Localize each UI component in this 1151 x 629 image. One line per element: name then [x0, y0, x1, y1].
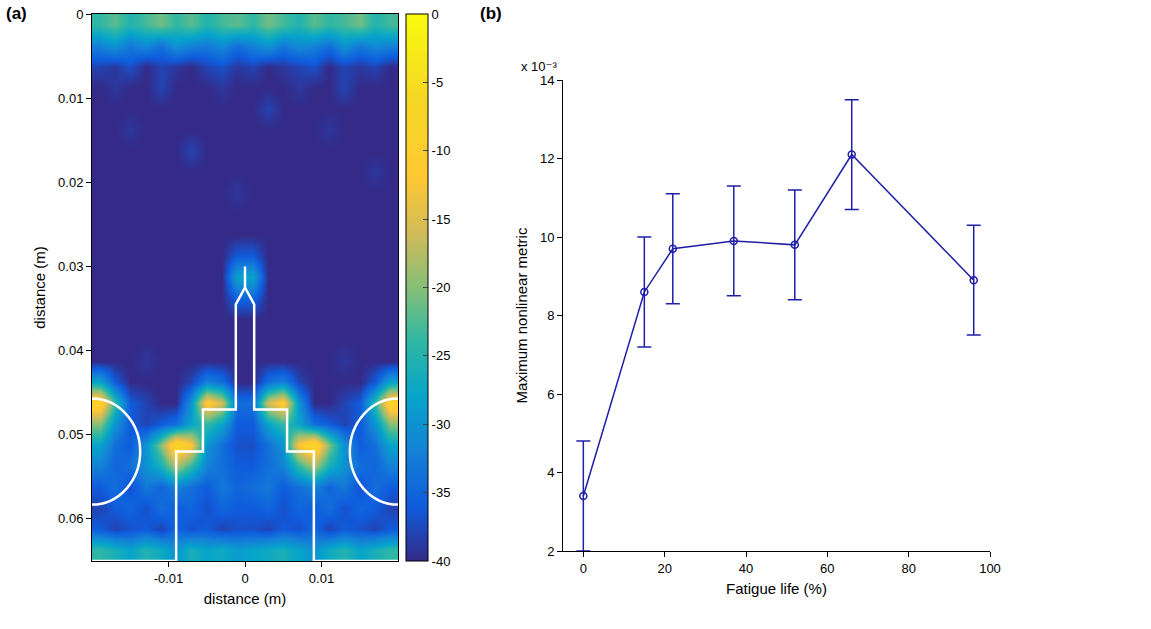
svg-text:12: 12	[540, 151, 554, 166]
svg-text:-40: -40	[432, 554, 451, 569]
svg-text:Fatigue life (%): Fatigue life (%)	[726, 580, 827, 597]
svg-text:0: 0	[580, 561, 587, 576]
svg-text:-10: -10	[432, 143, 451, 158]
svg-text:0.01: 0.01	[58, 91, 83, 106]
svg-text:6: 6	[547, 387, 554, 402]
svg-text:-30: -30	[432, 417, 451, 432]
svg-text:40: 40	[739, 561, 753, 576]
svg-text:distance (m): distance (m)	[31, 246, 48, 329]
svg-text:-25: -25	[432, 348, 451, 363]
svg-text:100: 100	[979, 561, 1001, 576]
svg-text:-5: -5	[432, 75, 444, 90]
svg-text:60: 60	[820, 561, 834, 576]
svg-text:4: 4	[547, 465, 554, 480]
svg-text:0.03: 0.03	[58, 259, 83, 274]
svg-text:0.04: 0.04	[58, 343, 83, 358]
svg-text:0.01: 0.01	[309, 571, 334, 586]
svg-text:-20: -20	[432, 280, 451, 295]
svg-text:x 10⁻³: x 10⁻³	[521, 59, 557, 74]
svg-text:0.05: 0.05	[58, 427, 83, 442]
svg-text:-35: -35	[432, 485, 451, 500]
svg-text:2: 2	[547, 544, 554, 559]
svg-text:8: 8	[547, 308, 554, 323]
svg-text:(a): (a)	[6, 4, 27, 23]
svg-text:20: 20	[657, 561, 671, 576]
svg-text:14: 14	[540, 73, 554, 88]
svg-text:0: 0	[241, 571, 248, 586]
svg-text:0.02: 0.02	[58, 175, 83, 190]
svg-text:0: 0	[76, 7, 83, 22]
svg-text:-0.01: -0.01	[154, 571, 184, 586]
svg-text:-15: -15	[432, 212, 451, 227]
svg-text:0.06: 0.06	[58, 511, 83, 526]
svg-text:80: 80	[901, 561, 915, 576]
svg-text:distance (m): distance (m)	[204, 590, 287, 607]
svg-text:0: 0	[432, 7, 439, 22]
svg-text:Maximum nonlinear metric: Maximum nonlinear metric	[513, 227, 530, 403]
svg-text:(b): (b)	[480, 4, 502, 23]
svg-text:10: 10	[540, 230, 554, 245]
